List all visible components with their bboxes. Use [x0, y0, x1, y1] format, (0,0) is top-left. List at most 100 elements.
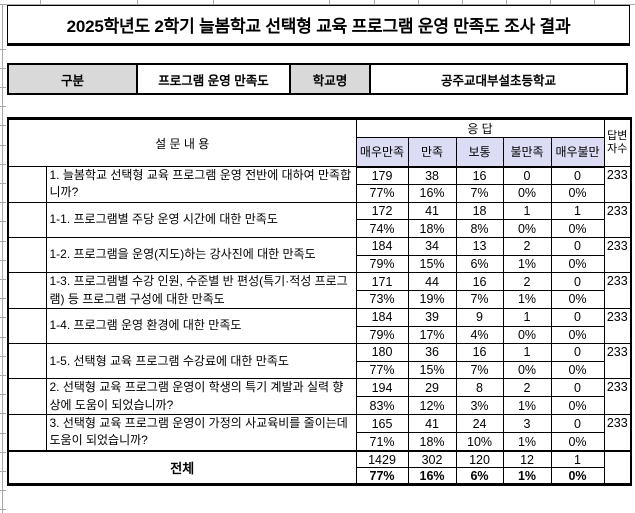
survey-percent-row: 71% 18% 10% 1% 0% — [8, 432, 631, 452]
percent-cell: 74% — [355, 219, 409, 238]
gridline-tick — [0, 221, 6, 222]
school-label: 학교명 — [291, 65, 371, 93]
respondents-cell: 233 — [603, 378, 632, 416]
category-value: 프로그램 운영 만족도 — [138, 65, 291, 93]
scale-header-very-satisfied: 매우만족 — [355, 137, 409, 168]
percent-cell: 16% — [407, 183, 457, 203]
total-percent-cell: 77% — [355, 467, 409, 486]
count-cell: 1 — [502, 343, 552, 362]
count-cell: 0 — [550, 414, 605, 434]
percent-cell: 17% — [407, 325, 457, 345]
total-count-cell: 1429 — [355, 449, 409, 469]
question-header: 설 문 내 용 — [7, 118, 357, 167]
percent-cell: 18% — [407, 432, 457, 452]
row-index-cell — [7, 166, 47, 203]
gridline-tick — [0, 106, 6, 107]
total-count-cell: 120 — [455, 449, 504, 469]
count-cell: 172 — [355, 201, 409, 221]
percent-cell: 77% — [355, 183, 409, 203]
percent-cell: 7% — [455, 290, 504, 309]
percent-cell: 19% — [407, 290, 457, 309]
percent-cell: 79% — [355, 325, 409, 345]
row-index-cell — [7, 201, 47, 238]
survey-percent-row: 77% 16% 7% 0% 0% — [8, 183, 631, 203]
scale-header-very-dissatisfied: 매우불만 — [550, 137, 605, 168]
count-cell: 41 — [407, 201, 457, 221]
total-percent-cell: 1% — [502, 467, 552, 486]
survey-row: 1-2. 프로그램을 운영(지도)하는 강사진에 대한 만족도 184 34 13 2 0… — [7, 236, 632, 274]
gridline-tick — [0, 145, 6, 146]
respondents-cell: 233 — [603, 201, 632, 238]
row-index-cell — [7, 307, 47, 345]
total-percent-row: 77% 16% 6% 1% 0% — [8, 467, 631, 486]
question-cell: 1-4. 프로그램 운영 환경에 대한 만족도 — [45, 307, 357, 345]
survey-row: 1. 늘봄학교 선택형 교육 프로그램 운영 전반에 대하여 만족합니까? 179… — [7, 166, 632, 203]
survey-percent-row: 83% 12% 3% 1% 0% — [8, 396, 631, 416]
percent-cell: 0% — [550, 432, 605, 452]
gridline-tick — [0, 375, 6, 376]
percent-cell: 0% — [502, 219, 552, 238]
gridline-tick — [0, 317, 6, 318]
gridline-top — [0, 4, 635, 5]
question-cell: 1-1. 프로그램별 주당 운영 시간에 대한 만족도 — [45, 201, 357, 238]
count-cell: 180 — [355, 343, 409, 362]
gridline-tick — [374, 0, 375, 5]
count-cell: 2 — [502, 236, 552, 256]
question-cell: 1-2. 프로그램을 운영(지도)하는 강사진에 대한 만족도 — [45, 236, 357, 274]
count-cell: 29 — [407, 378, 457, 398]
gridline-tick — [0, 183, 6, 184]
respondents-header: 답변자수 — [603, 118, 632, 167]
percent-cell: 79% — [355, 254, 409, 274]
count-cell: 194 — [355, 378, 409, 398]
survey-row: 1-1. 프로그램별 주당 운영 시간에 대한 만족도 172 41 18 1 1 233 — [7, 201, 632, 238]
respondents-cell: 233 — [603, 272, 632, 309]
gridline-tick — [0, 337, 6, 338]
total-percent-cell: 16% — [407, 467, 457, 486]
gridline-tick — [0, 125, 6, 126]
percent-cell: 3% — [455, 396, 504, 416]
count-cell: 1 — [502, 201, 552, 221]
respondents-cell: 233 — [603, 307, 632, 345]
gridline-tick — [0, 413, 6, 414]
survey-row: 1-3. 프로그램별 수강 인원, 수준별 반 편성(특기·적성 프로그램) 등… — [7, 272, 632, 309]
percent-cell: 1% — [502, 290, 552, 309]
count-cell: 38 — [407, 166, 457, 185]
count-cell: 1 — [502, 307, 552, 327]
table-body: 1. 늘봄학교 선택형 교육 프로그램 운영 전반에 대하여 만족합니까? 1 79… — [7, 166, 632, 452]
percent-cell: 0% — [550, 183, 605, 203]
percent-cell: 1% — [502, 432, 552, 452]
gridline-tick — [0, 87, 6, 88]
gridline-tick — [0, 164, 6, 165]
percent-cell: 15% — [407, 360, 457, 380]
gridline-tick — [0, 241, 6, 242]
gridline-tick — [594, 0, 595, 5]
percent-cell: 0% — [550, 219, 605, 238]
question-cell: 3. 선택형 교육 프로그램 운영이 가정의 사교육비를 줄이는데 도움이 되었… — [45, 414, 357, 452]
percent-cell: 12% — [407, 396, 457, 416]
percent-cell: 0% — [502, 360, 552, 380]
percent-cell: 0% — [502, 183, 552, 203]
gridline-tick — [0, 279, 6, 280]
count-cell: 16 — [455, 166, 504, 185]
count-cell: 3 — [502, 414, 552, 434]
count-cell: 0 — [550, 272, 605, 292]
question-cell: 1. 늘봄학교 선택형 교육 프로그램 운영 전반에 대하여 만족합니까? — [45, 166, 357, 203]
total-percent-cell: 0% — [550, 467, 605, 486]
count-cell: 2 — [502, 378, 552, 398]
respondents-cell: 233 — [603, 236, 632, 274]
count-cell: 16 — [455, 272, 504, 292]
percent-cell: 0% — [550, 360, 605, 380]
survey-table-wrap: 설 문 내 용 응 답 답변자수 매우만족 만족 보통 불만족 매우불만 1. … — [7, 117, 633, 487]
count-cell: 0 — [550, 378, 605, 398]
gridline-tick — [0, 298, 6, 299]
question-cell: 1-3. 프로그램별 수강 인원, 수준별 반 편성(특기·적성 프로그램) 등… — [45, 272, 357, 309]
gridline-tick — [462, 0, 463, 5]
percent-cell: 83% — [355, 396, 409, 416]
gridline-tick — [0, 68, 6, 69]
count-cell: 9 — [455, 307, 504, 327]
total-percent-cell: 6% — [455, 467, 504, 486]
count-cell: 165 — [355, 414, 409, 434]
count-cell: 34 — [407, 236, 457, 256]
count-cell: 2 — [502, 272, 552, 292]
